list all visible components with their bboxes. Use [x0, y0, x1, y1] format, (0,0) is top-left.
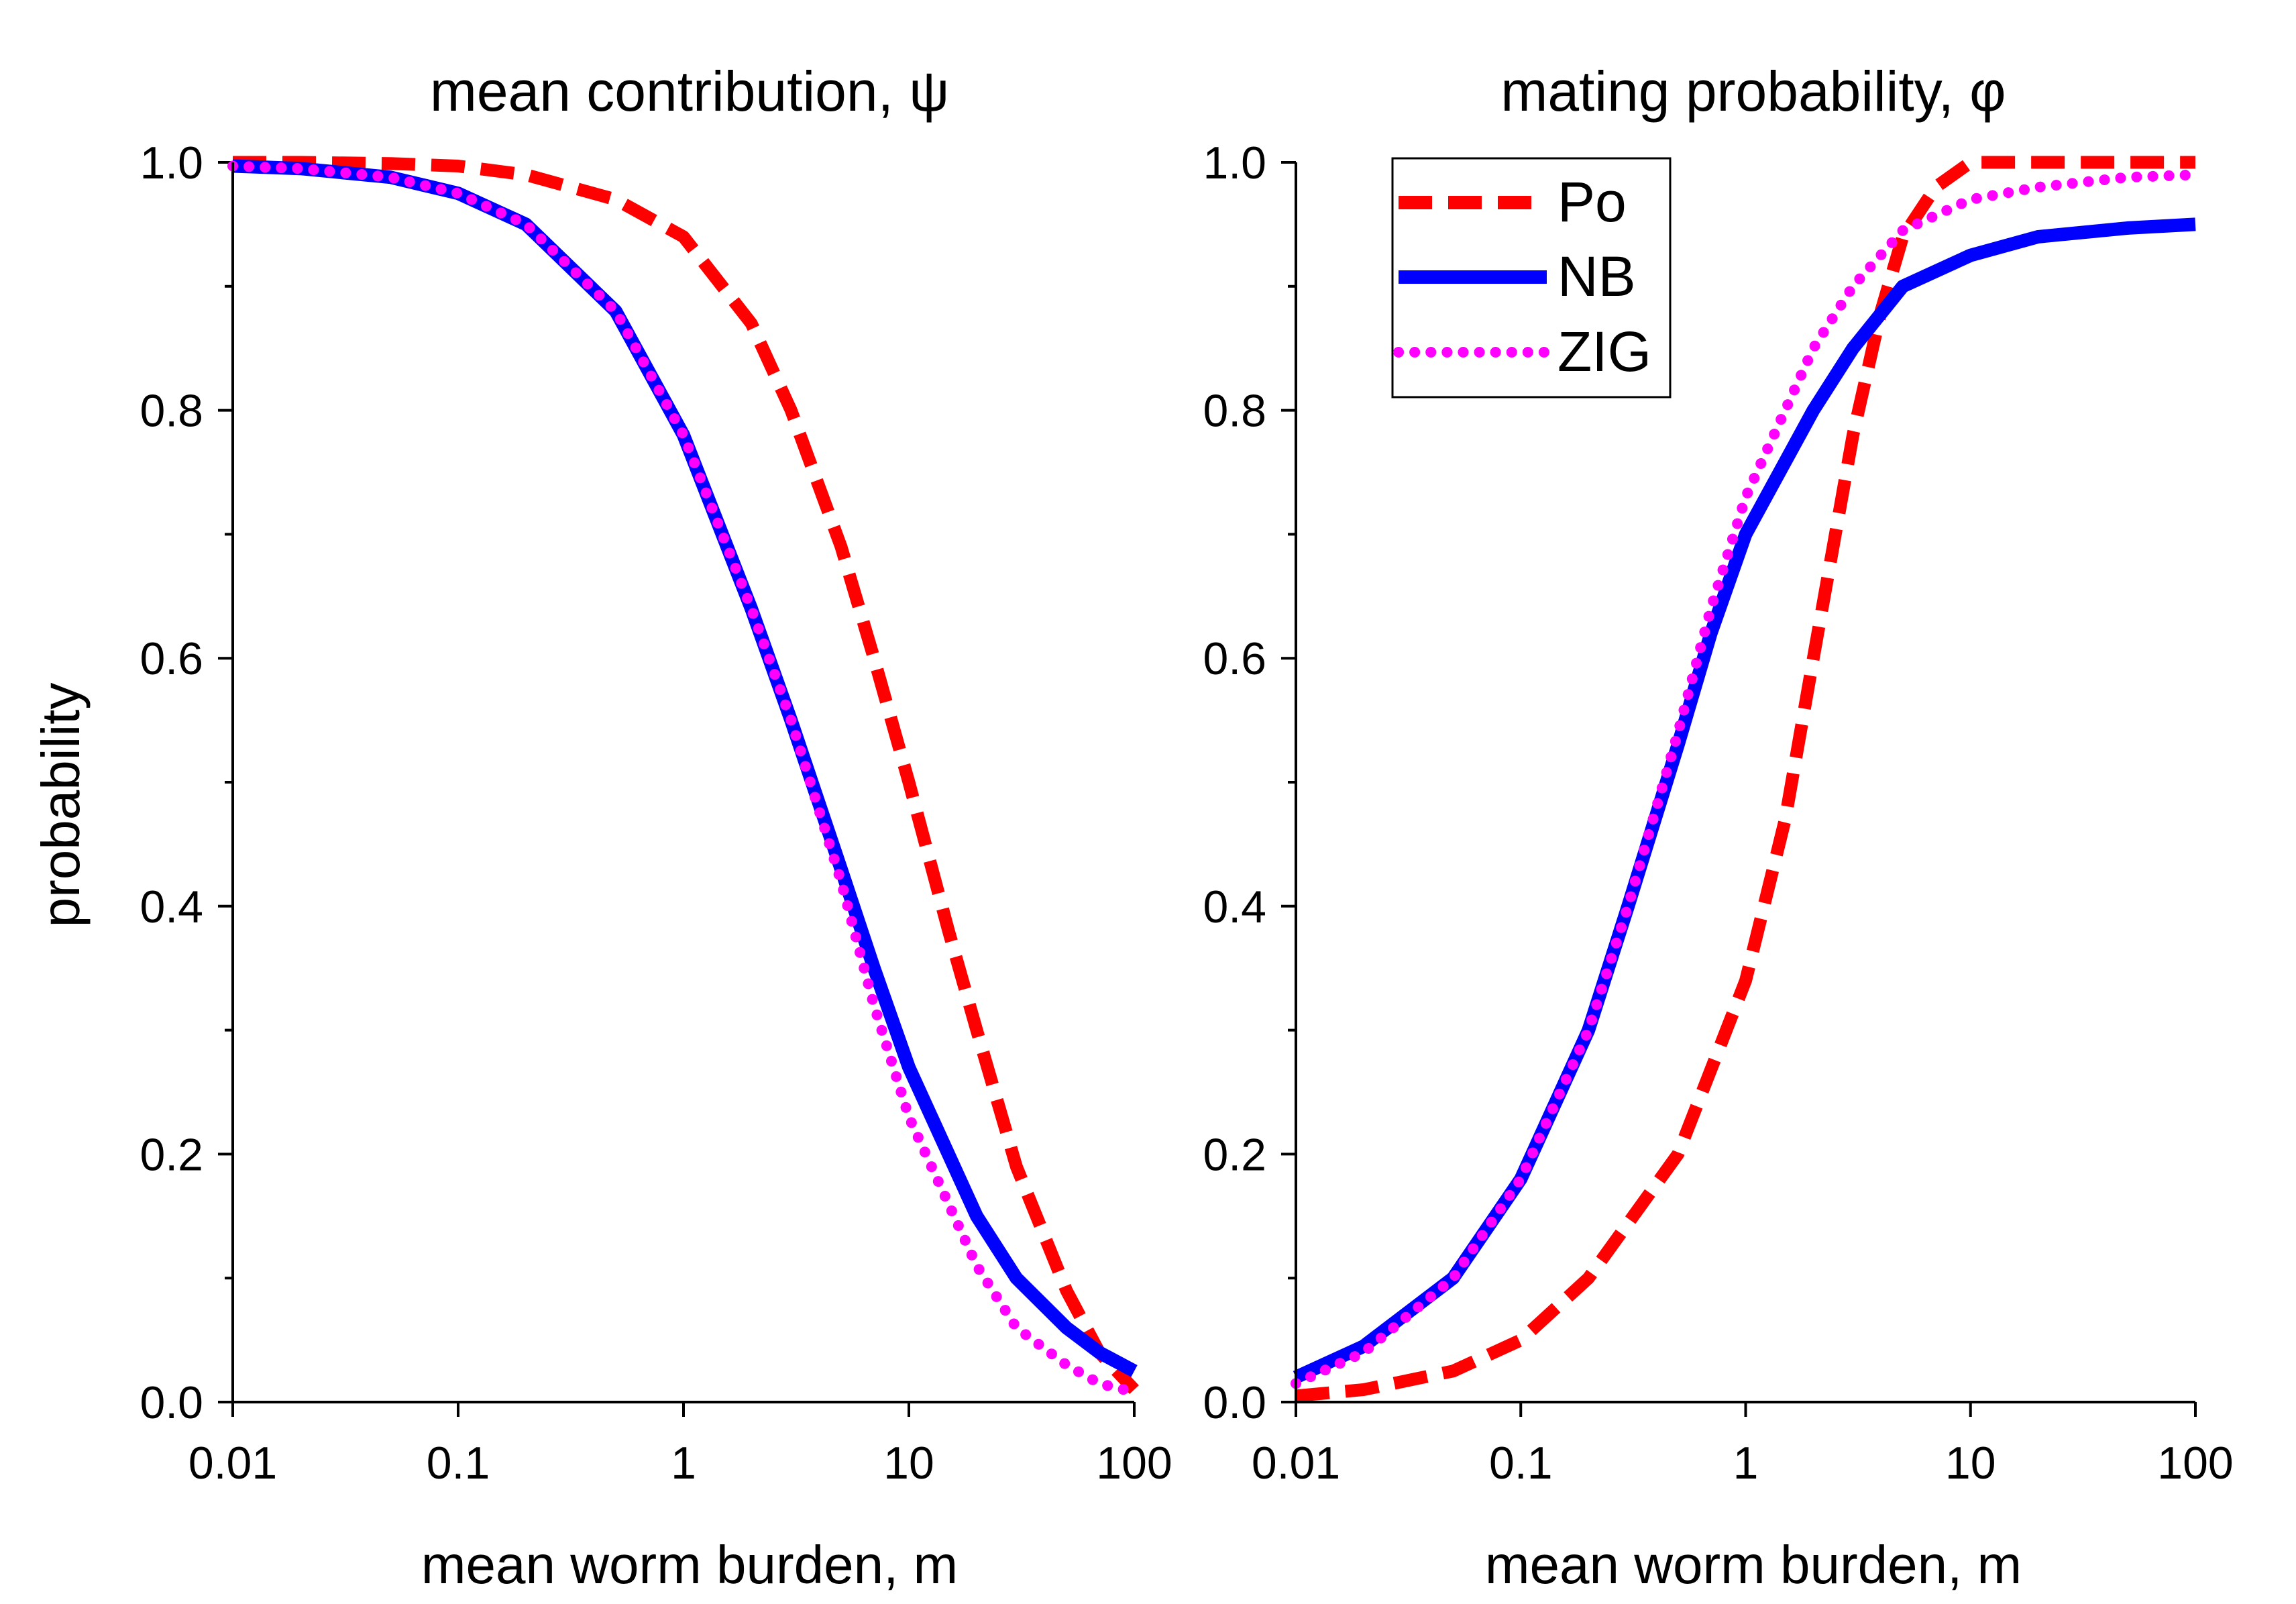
right-chart-ticks: 0.0 0.2 0.4 0.6 0.8 1.0 0.01 0.1 1 10 100 [1203, 138, 2233, 1489]
left-xtick-label: 10 [883, 1438, 934, 1489]
right-ytick-label: 0.6 [1203, 633, 1266, 684]
left-ytick-label: 0.0 [140, 1377, 203, 1428]
left-xtick-label: 100 [1096, 1438, 1172, 1489]
legend-label-zig: ZIG [1557, 320, 1651, 383]
right-ytick-label: 0.0 [1203, 1377, 1266, 1428]
right-chart-title: mating probability, φ [1500, 60, 2006, 123]
left-ytick-label: 0.6 [140, 633, 203, 684]
right-series-nb-line [1293, 217, 2196, 1384]
right-chart-series [1291, 156, 2201, 1403]
left-series-po-line [233, 156, 1139, 1395]
right-xtick-label: 10 [1945, 1438, 1996, 1489]
left-ytick-label: 1.0 [140, 138, 203, 189]
y-axis-label: probability [31, 683, 91, 928]
legend-item-nb: NB [1399, 245, 1636, 308]
left-xtick-label: 1 [671, 1438, 696, 1489]
right-series-zig-line [1291, 169, 2201, 1389]
right-ytick-label: 0.2 [1203, 1129, 1266, 1180]
left-series-zig-line [227, 160, 1140, 1398]
left-xtick-label: 0.01 [188, 1438, 277, 1489]
right-xtick-label: 0.1 [1489, 1438, 1553, 1489]
left-ytick-label: 0.8 [140, 386, 203, 437]
left-ytick-label: 0.2 [140, 1129, 203, 1180]
legend: Po NB ZIG [1391, 157, 1672, 398]
right-ytick-label: 0.8 [1203, 386, 1266, 437]
left-xtick-label: 0.1 [427, 1438, 490, 1489]
left-chart-axes [231, 162, 1134, 1403]
left-chart-xlabel: mean worm burden, m [421, 1535, 958, 1595]
left-chart-ticks: 0.0 0.2 0.4 0.6 0.8 1.0 0.01 0.1 1 10 100 [140, 138, 1172, 1489]
left-chart-series [227, 156, 1140, 1398]
right-series-po-line [1295, 156, 2195, 1403]
left-ytick-label: 0.4 [140, 881, 203, 932]
right-chart-axes [1295, 162, 2195, 1403]
right-xtick-label: 1 [1733, 1438, 1759, 1489]
legend-label-po: Po [1557, 170, 1627, 233]
left-chart-title: mean contribution, ψ [430, 60, 949, 123]
left-chart-panel: mean contribution, ψ 0.00.20.40.60.81.00… [140, 60, 1172, 1595]
right-ytick-label: 0.4 [1203, 881, 1266, 932]
right-xtick-label: 100 [2157, 1438, 2233, 1489]
right-chart-xlabel: mean worm burden, m [1485, 1535, 2022, 1595]
right-chart-panel: mating probability, φ 0.0 0.2 0.4 0.6 0.8 1.0… [1203, 60, 2233, 1595]
right-ytick-label: 1.0 [1203, 138, 1266, 189]
legend-item-zig: ZIG [1393, 320, 1651, 383]
legend-label-nb: NB [1557, 245, 1636, 308]
legend-item-po: Po [1399, 170, 1627, 233]
right-xtick-label: 0.01 [1252, 1438, 1340, 1489]
